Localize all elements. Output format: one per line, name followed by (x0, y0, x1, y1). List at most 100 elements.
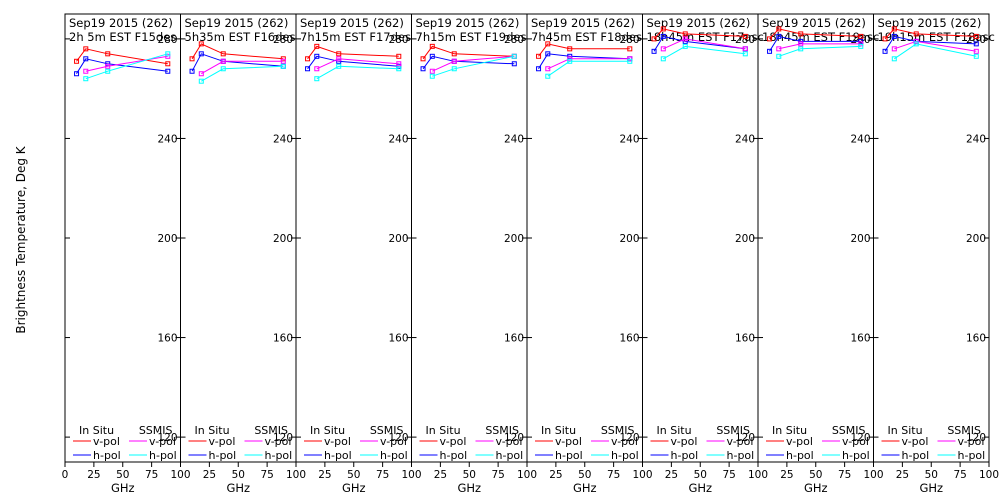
point-in-situ-v (973, 33, 979, 39)
y-tick-label: 160 (966, 333, 986, 345)
y-tick-label: 240 (850, 133, 870, 145)
point-ssmis-h (83, 76, 89, 82)
legend-in-situ-vpol: v-pol (671, 435, 698, 448)
y-tick-label: 280 (850, 34, 870, 46)
panel-time: 19h15m EST F18asc (878, 30, 995, 44)
legend-ssmis-hpol: h-pol (496, 449, 524, 462)
point-in-situ-h (882, 48, 888, 54)
point-ssmis-h (451, 66, 457, 72)
x-tick-label: 75 (838, 469, 851, 481)
y-tick-label: 160 (735, 333, 755, 345)
series-line-ssmis-v (663, 38, 746, 50)
legend-in-situ-hpol: h-pol (671, 449, 699, 462)
y-tick-label: 240 (388, 133, 408, 145)
legend-in-situ-label: In Situ (79, 424, 114, 437)
point-in-situ-v (336, 51, 342, 57)
point-ssmis-h (198, 78, 204, 84)
point-ssmis-h (567, 58, 573, 64)
y-tick-label: 280 (504, 34, 524, 46)
point-in-situ-h (189, 68, 195, 74)
legend-ssmis-vpol: v-pol (842, 435, 869, 448)
x-tick-label: 100 (401, 469, 421, 481)
panel-1: Sep19 2015 (262)2h 5m EST F15des 120 160 20… (62, 13, 191, 495)
point-ssmis-v (682, 36, 688, 42)
panel-time: 18h45m EST F17asc (647, 30, 764, 44)
point-ssmis-v (660, 46, 666, 52)
point-in-situ-h (83, 56, 89, 62)
x-tick-label: 25 (203, 469, 216, 481)
x-axis-label: GHz (457, 481, 481, 495)
y-tick-label: 200 (735, 233, 755, 245)
panel-time: 5h35m EST F16des (185, 30, 296, 44)
panel-date: Sep19 2015 (262) (762, 16, 866, 30)
legend-ssmis-label: SSMIS (832, 424, 866, 437)
x-tick-label: 75 (145, 469, 158, 481)
point-in-situ-h (660, 33, 666, 39)
x-tick-label: 75 (722, 469, 735, 481)
panel-date: Sep19 2015 (262) (300, 16, 404, 30)
x-tick-label: 25 (549, 469, 562, 481)
point-in-situ-h (165, 68, 171, 74)
y-tick-label: 120 (966, 432, 986, 444)
point-ssmis-v (451, 58, 457, 64)
series-line-in-situ-h (538, 53, 630, 70)
point-ssmis-v (83, 68, 89, 74)
x-tick-label: 100 (863, 469, 883, 481)
x-tick-label: 100 (170, 469, 190, 481)
panel-time: 2h 5m EST F15des (69, 30, 176, 44)
point-ssmis-h (627, 58, 633, 64)
x-tick-label: 25 (780, 469, 793, 481)
legend-ssmis-label: SSMIS (716, 424, 750, 437)
point-in-situ-h (74, 71, 80, 77)
y-tick-label: 240 (735, 133, 755, 145)
y-tick-label: 160 (619, 333, 639, 345)
point-ssmis-h (973, 53, 979, 59)
y-tick-label: 120 (619, 432, 639, 444)
y-tick-label: 120 (504, 432, 524, 444)
point-ssmis-h (776, 53, 782, 59)
legend-ssmis-vpol: v-pol (727, 435, 754, 448)
x-tick-label: 50 (578, 469, 591, 481)
y-tick-label: 280 (157, 34, 177, 46)
y-tick-label: 240 (619, 133, 639, 145)
point-ssmis-v (776, 46, 782, 52)
point-in-situ-v (627, 46, 633, 52)
legend-in-situ-hpol: h-pol (93, 449, 121, 462)
y-tick-label: 160 (850, 333, 870, 345)
legend-in-situ-vpol: v-pol (93, 435, 120, 448)
legend-ssmis-hpol: h-pol (727, 449, 755, 462)
point-ssmis-h (798, 46, 804, 52)
point-in-situ-h (545, 51, 551, 57)
x-tick-label: 25 (665, 469, 678, 481)
series-line-ssmis-v (316, 58, 399, 70)
panel-time: 7h45m EST F18des (531, 30, 642, 44)
point-in-situ-v (105, 51, 111, 57)
point-ssmis-v (280, 58, 286, 64)
series-line-ssmis-h (547, 60, 630, 77)
legend-ssmis-hpol: h-pol (842, 449, 870, 462)
legend-in-situ-vpol: v-pol (786, 435, 813, 448)
panel-date: Sep19 2015 (262) (647, 16, 751, 30)
y-tick-label: 280 (619, 34, 639, 46)
y-tick-label: 280 (735, 34, 755, 46)
point-ssmis-h (165, 51, 171, 57)
point-in-situ-v (189, 56, 195, 62)
series-line-in-situ-v (76, 48, 168, 65)
legend-ssmis-label: SSMIS (601, 424, 635, 437)
legend-in-situ-vpol: v-pol (209, 435, 236, 448)
x-tick-label: 75 (491, 469, 504, 481)
point-in-situ-v (682, 31, 688, 37)
series-line-ssmis-h (316, 65, 399, 80)
y-axis-label: Brightness Temperature, Deg K (14, 145, 28, 333)
panel-5: Sep19 2015 (262)7h45m EST F18des 120 160 20… (526, 13, 653, 495)
panel-time: 7h15m EST F17des (300, 30, 411, 44)
legend-ssmis-vpol: v-pol (149, 435, 176, 448)
point-in-situ-v (858, 33, 864, 39)
series-line-ssmis-h (201, 65, 284, 82)
legend-ssmis-vpol: v-pol (380, 435, 407, 448)
point-in-situ-v (305, 56, 311, 62)
point-in-situ-h (536, 66, 542, 72)
x-tick-label: 75 (953, 469, 966, 481)
series-line-in-situ-h (307, 55, 399, 70)
series-line-ssmis-h (85, 53, 168, 80)
